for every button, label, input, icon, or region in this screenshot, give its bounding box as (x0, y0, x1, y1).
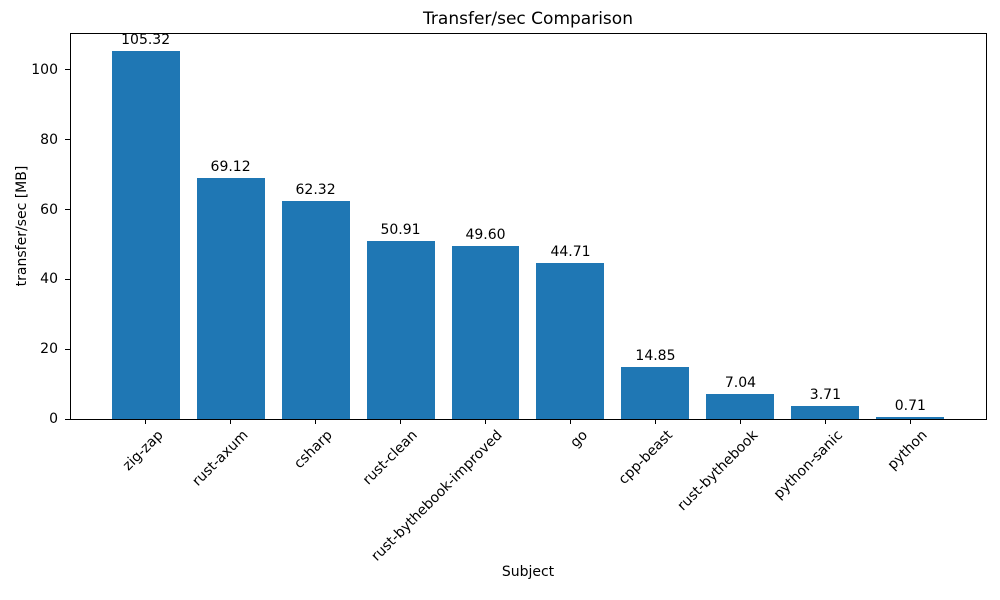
x-tick-mark (739, 419, 741, 424)
bar-value-label: 50.91 (380, 222, 421, 239)
bar-rust-bythebook-improved (451, 245, 520, 419)
x-tick-label: csharp (291, 427, 337, 472)
x-tick-mark (485, 419, 486, 424)
x-tick-label: go (567, 427, 592, 451)
y-tick-mark (65, 348, 70, 350)
y-tick-label: 100 (31, 61, 58, 78)
y-tick-label: 40 (40, 271, 58, 288)
bar-zig-zap (111, 51, 180, 419)
bar-value-label: 62.32 (295, 182, 336, 199)
y-axis-label: transfer/sec [MB] (14, 165, 30, 287)
y-tick-mark (65, 418, 70, 420)
x-tick-mark (230, 419, 232, 424)
x-tick-label: cpp-beast (615, 427, 677, 488)
bar-go (536, 262, 605, 419)
bar-value-label: 105.32 (121, 32, 171, 49)
bar-value-label: 44.71 (550, 243, 591, 260)
y-tick-label: 60 (40, 201, 58, 218)
y-tick-mark (65, 278, 70, 280)
plot-area: 0 20 40 60 80 100 105.32 zig-zap 69.12 rust-axum 6… (31, 32, 986, 564)
bar-value-label: 3.71 (809, 387, 841, 404)
x-tick-mark (400, 419, 402, 424)
x-tick-label: python (885, 427, 931, 474)
x-tick-label: rust-clean (360, 427, 422, 489)
y-tick-mark (65, 209, 70, 211)
bar-value-label: 49.60 (465, 226, 506, 243)
x-tick-label: python-sanic (770, 427, 846, 503)
y-tick-mark (65, 69, 70, 71)
bar-cpp-beast (621, 367, 690, 419)
bar-rust-bythebook (706, 394, 775, 419)
x-tick-mark (145, 419, 147, 424)
bar-value-label: 0.71 (894, 397, 926, 414)
x-tick-label: rust-axum (189, 427, 252, 490)
x-tick-mark (569, 419, 571, 424)
plot-frame (70, 33, 987, 420)
bar-value-label: 14.85 (635, 348, 676, 365)
x-tick-mark (909, 419, 911, 424)
x-axis-label: Subject (501, 564, 555, 580)
x-tick-label: rust-bythebook (674, 427, 762, 515)
y-tick-label: 0 (49, 411, 58, 427)
bar-rust-clean (366, 241, 435, 419)
y-tick-label: 80 (40, 131, 58, 148)
bar-python-sanic (791, 406, 860, 419)
x-tick-mark (654, 419, 656, 424)
x-tick-mark (315, 419, 317, 424)
y-tick-mark (65, 139, 70, 141)
bar-python (876, 416, 945, 419)
bar-value-label: 7.04 (724, 375, 757, 392)
x-tick-mark (824, 419, 826, 424)
x-tick-label: zig-zap (119, 427, 167, 474)
chart-title: Transfer/sec Comparison (423, 9, 633, 29)
bar-csharp (281, 201, 350, 419)
y-tick-label: 20 (40, 341, 58, 358)
bar-rust-axum (196, 177, 265, 419)
bar-value-label: 69.12 (210, 158, 251, 175)
